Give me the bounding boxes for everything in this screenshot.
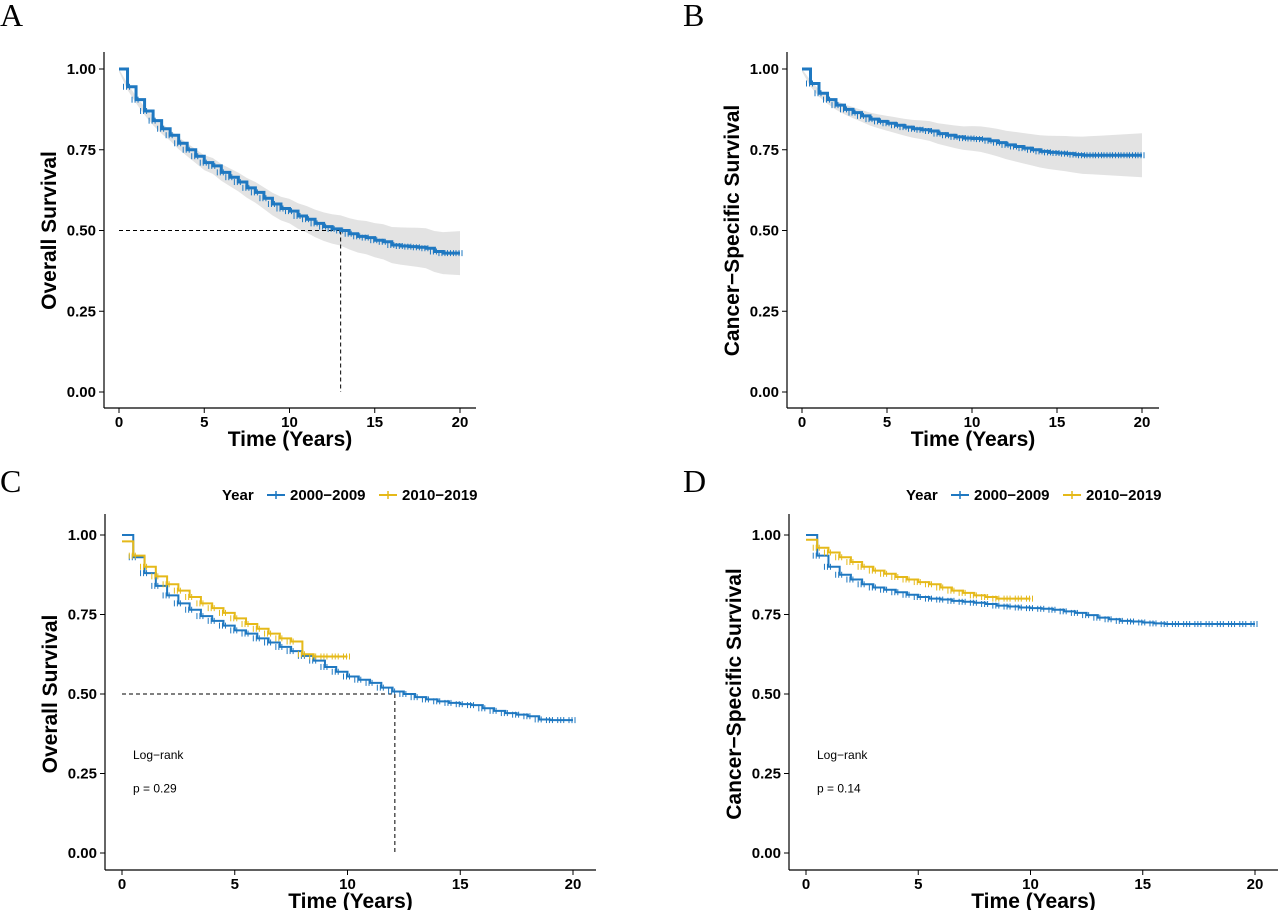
y-tick-label: 0.50	[68, 686, 97, 703]
y-tick-label: 0.50	[750, 223, 779, 240]
panel-c: C 0.00 0.25 0.50 0.75 1.00 0 5 10 15 20 Time (Years…	[0, 463, 596, 910]
y-axis-title: Overall Survival	[39, 615, 62, 774]
y-tick-label: 1.00	[750, 61, 779, 78]
legend-title: Year	[222, 487, 254, 504]
y-tick-label: 0.25	[752, 766, 781, 783]
y-tick-label: 0.75	[752, 607, 781, 624]
legend-title: Year	[906, 487, 938, 504]
y-tick-label: 0.75	[750, 142, 779, 159]
legend-label: 2010−2019	[402, 487, 478, 504]
y-tick-label: 0.50	[67, 223, 96, 240]
x-tick-label: 5	[200, 414, 208, 431]
y-tick-label: 0.00	[67, 384, 96, 401]
x-tick-label: 0	[115, 414, 123, 431]
y-axis-title: Cancer−Specific Survival	[721, 105, 744, 357]
x-tick-label: 20	[452, 414, 469, 431]
y-tick-label: 1.00	[67, 61, 96, 78]
panel-letter: C	[0, 463, 21, 499]
x-tick-label: 15	[452, 876, 469, 893]
legend-label: 2000−2009	[290, 487, 366, 504]
series-line-0	[122, 534, 573, 722]
y-tick-label: 1.00	[68, 527, 97, 544]
y-tick-label: 0.00	[68, 845, 97, 862]
x-axis-title: Time (Years)	[288, 890, 413, 910]
x-tick-label: 10	[339, 876, 356, 893]
x-tick-label: 5	[914, 876, 922, 893]
panel-letter: A	[0, 0, 23, 33]
x-tick-label: 10	[281, 414, 298, 431]
x-tick-label: 0	[118, 876, 126, 893]
series-line-0	[806, 534, 1255, 626]
x-tick-label: 10	[1022, 876, 1039, 893]
legend-label: 2000−2009	[974, 487, 1050, 504]
x-tick-label: 20	[1134, 414, 1151, 431]
logrank-label: Log−rank	[133, 748, 184, 762]
x-tick-label: 5	[231, 876, 239, 893]
panel-letter: B	[683, 0, 704, 33]
y-tick-label: 0.00	[752, 845, 781, 862]
y-tick-label: 0.50	[752, 686, 781, 703]
x-tick-label: 10	[964, 414, 981, 431]
series-line-1	[122, 540, 348, 658]
y-tick-label: 0.75	[67, 142, 96, 159]
x-tick-label: 20	[1247, 876, 1264, 893]
x-tick-label: 20	[565, 876, 582, 893]
panel-d: D 0.00 0.25 0.50 0.75 1.00 0 5 10 15 20 Time (Years…	[683, 463, 1278, 910]
panel-a: A 0.00 0.25 0.50 0.75 1.00 0 5 10 15 20 Time (Years…	[0, 0, 476, 451]
x-axis-title: Time (Years)	[228, 428, 353, 451]
y-tick-label: 0.25	[67, 303, 96, 320]
y-tick-label: 0.25	[750, 303, 779, 320]
p-value-label: p = 0.14	[817, 782, 861, 796]
y-tick-label: 1.00	[752, 527, 781, 544]
y-axis-title: Overall Survival	[38, 151, 61, 310]
x-tick-label: 0	[798, 414, 806, 431]
panel-b: B 0.00 0.25 0.50 0.75 1.00 0 5 10 15 20 Time (Years…	[683, 0, 1159, 451]
legend-label: 2010−2019	[1086, 487, 1162, 504]
y-tick-label: 0.25	[68, 766, 97, 783]
confidence-band	[802, 69, 1142, 178]
series-line-0	[119, 67, 460, 255]
x-tick-label: 0	[802, 876, 810, 893]
x-axis-title: Time (Years)	[971, 890, 1096, 910]
y-axis-title: Cancer−Specific Survival	[723, 568, 746, 820]
x-tick-label: 15	[1049, 414, 1066, 431]
x-tick-label: 5	[883, 414, 891, 431]
x-tick-label: 15	[366, 414, 383, 431]
confidence-band	[119, 69, 460, 276]
x-tick-label: 15	[1134, 876, 1151, 893]
p-value-label: p = 0.29	[133, 782, 177, 796]
y-tick-label: 0.00	[750, 384, 779, 401]
panel-letter: D	[683, 463, 706, 499]
logrank-label: Log−rank	[817, 748, 868, 762]
y-tick-label: 0.75	[68, 607, 97, 624]
x-axis-title: Time (Years)	[911, 428, 1036, 451]
